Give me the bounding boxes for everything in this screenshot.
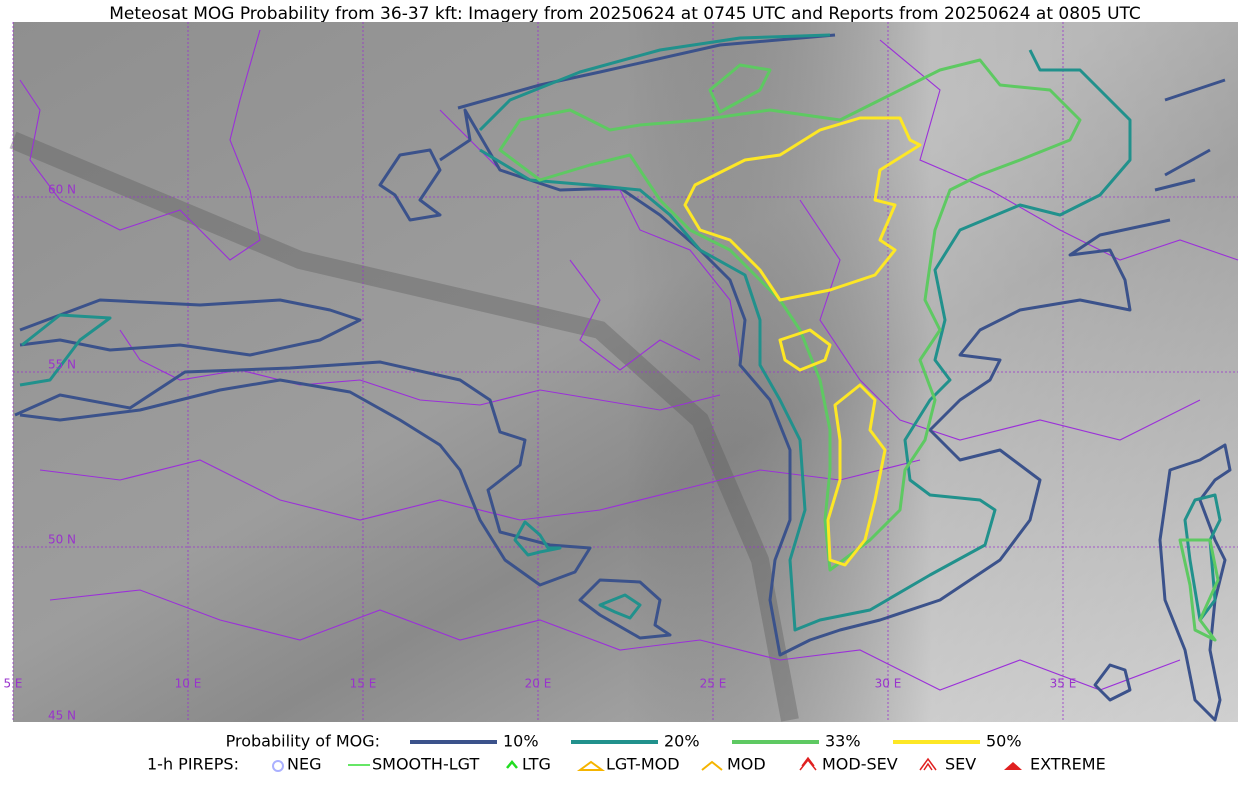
contours-33 [498,58,1220,642]
title: Meteosat MOG Probability from 36-37 kft:… [109,4,1141,24]
pireps-label: 1-h PIREPS: [147,755,239,774]
borders [19,29,1239,691]
pirep-entry: NEG [287,755,321,774]
contours-50 [683,116,922,567]
legend-label: Probability of MOG: [226,732,380,751]
lon-label: 30 E [875,677,902,691]
lon-label: 20 E [525,677,552,691]
pirep-entry: MOD-SEV [822,755,898,774]
pirep-entry: SEV [945,755,976,774]
contours [14,33,1232,722]
lon-label: 15 E [350,677,377,691]
pirep-entry: LTG [522,755,551,774]
pirep-entry: MOD [727,755,766,774]
legend-entry: 50% [986,732,1022,751]
legend: Probability of MOG: 1-h PIREPS: 10% 20% 33… [147,732,1106,774]
pirep-entry: EXTREME [1030,755,1106,774]
contours-20 [19,33,1222,632]
legend-entry: 10% [503,732,539,751]
lat-label: 60 N [48,183,76,197]
lon-label: 25 E [700,677,727,691]
pirep-icons [272,756,1022,772]
lon-label: 5 E [3,677,22,691]
pirep-entry: SMOOTH-LGT [372,755,479,774]
lat-label: 45 N [48,709,76,723]
lat-label: 55 N [48,358,76,372]
pirep-entry: LGT-MOD [606,755,680,774]
lon-label: 10 E [175,677,202,691]
legend-entry: 33% [825,732,861,751]
lat-label: 50 N [48,533,76,547]
lon-label: 35 E [1050,677,1077,691]
legend-entry: 20% [664,732,700,751]
